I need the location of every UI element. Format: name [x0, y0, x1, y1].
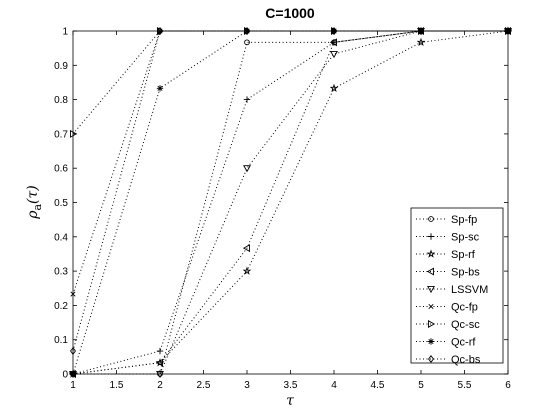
- legend-label: Sp-fp: [451, 214, 477, 226]
- x-tick-label: 2: [157, 380, 163, 391]
- legend: Sp-fp Sp-sc Sp-rf Sp-bs LSSVM Qc-fp Qc-sc Qc-rf…: [410, 207, 504, 366]
- legend-item: Qc-bs: [416, 354, 481, 366]
- legend-item: Sp-bs: [416, 267, 480, 279]
- x-tick-label: 4: [331, 380, 337, 391]
- data-point-pentagram: [242, 266, 252, 275]
- legend-item: Qc-sc: [416, 319, 480, 331]
- x-tick-label: 1: [70, 380, 76, 391]
- legend-item: Sp-rf: [416, 249, 476, 261]
- data-point-circle: [244, 39, 250, 46]
- y-tick-label: 0.6: [54, 164, 68, 175]
- data-point-pentagram: [416, 37, 426, 47]
- legend-item: LSSVM: [416, 284, 488, 296]
- y-tick-label: 0.3: [54, 267, 68, 278]
- data-point-triangle-left: [155, 358, 164, 367]
- y-tick-label: 0.5: [54, 198, 68, 209]
- data-point-plus: [156, 347, 164, 355]
- legend-label: Qc-bs: [451, 354, 481, 366]
- x-tick-label: 4.5: [371, 380, 385, 391]
- x-tick-label: 2.5: [197, 380, 211, 391]
- y-tick-label: 0.4: [54, 232, 68, 243]
- y-tick-label: 0.2: [54, 301, 68, 312]
- data-point-triangle-right: [427, 320, 436, 328]
- series-line: [72, 30, 508, 375]
- y-axis-label-arg: (τ): [25, 185, 41, 204]
- x-tick-label: 5: [418, 380, 424, 391]
- data-point-triangle-right: [69, 129, 78, 138]
- y-axis-label-main: ρ: [25, 210, 41, 220]
- svg-text:ρa(τ): ρa(τ): [25, 185, 44, 219]
- legend-item: Qc-fp: [416, 302, 478, 314]
- x-tick-label: 1.5: [110, 380, 124, 391]
- legend-label: Sp-rf: [451, 249, 476, 261]
- data-point-triangle-down: [427, 285, 435, 294]
- legend-item: Qc-rf: [416, 337, 476, 349]
- legend-label: Qc-fp: [451, 302, 478, 314]
- data-point-pentagram: [426, 249, 436, 258]
- data-point-diamond: [70, 347, 76, 355]
- legend-label: Qc-sc: [451, 319, 480, 331]
- legend-label: LSSVM: [451, 284, 488, 296]
- x-tick-label: 3: [244, 380, 250, 391]
- data-point-pentagram: [329, 83, 339, 92]
- y-tick-label: 1: [62, 27, 68, 38]
- data-point-plus: [243, 96, 251, 103]
- y-tick-label: 0.8: [54, 95, 68, 106]
- x-axis-label: τ: [286, 393, 294, 409]
- data-point-asterisk: [156, 85, 164, 92]
- y-tick-label: 0.1: [54, 335, 68, 346]
- series-line: [73, 30, 508, 375]
- legend-label: Qc-rf: [451, 337, 476, 349]
- data-point-x: [70, 291, 76, 297]
- data-point-triangle-down: [243, 165, 251, 173]
- series-line: [72, 30, 509, 375]
- x-tick-label: 3.5: [284, 380, 298, 391]
- data-point-plus: [427, 233, 435, 240]
- y-tick-label: 0: [62, 370, 68, 381]
- legend-box: [410, 207, 504, 364]
- legend-item: Sp-fp: [416, 214, 477, 226]
- data-point-diamond: [428, 355, 434, 363]
- x-tick-label: 5.5: [458, 380, 472, 391]
- data-point-triangle-left: [242, 244, 251, 253]
- y-axis-label-sub: a: [31, 204, 44, 211]
- series-line: [73, 30, 508, 375]
- data-point-circle: [428, 216, 434, 222]
- chart-title: C=1000: [265, 5, 315, 21]
- series-line: [72, 30, 508, 135]
- x-tick-label: 6: [505, 380, 511, 391]
- y-tick-label: 0.9: [54, 61, 68, 72]
- y-axis-label: ρa(τ): [25, 185, 44, 219]
- data-point-x: [428, 303, 434, 310]
- data-point-triangle-left: [426, 267, 435, 276]
- data-point-triangle-left: [329, 38, 338, 47]
- legend-item: Sp-sc: [416, 232, 480, 244]
- legend-label: Sp-bs: [451, 267, 480, 279]
- data-point-triangle-down: [330, 50, 338, 59]
- legend-label: Sp-sc: [451, 232, 480, 244]
- data-point-asterisk: [427, 338, 435, 345]
- y-tick-label: 0.7: [54, 129, 68, 140]
